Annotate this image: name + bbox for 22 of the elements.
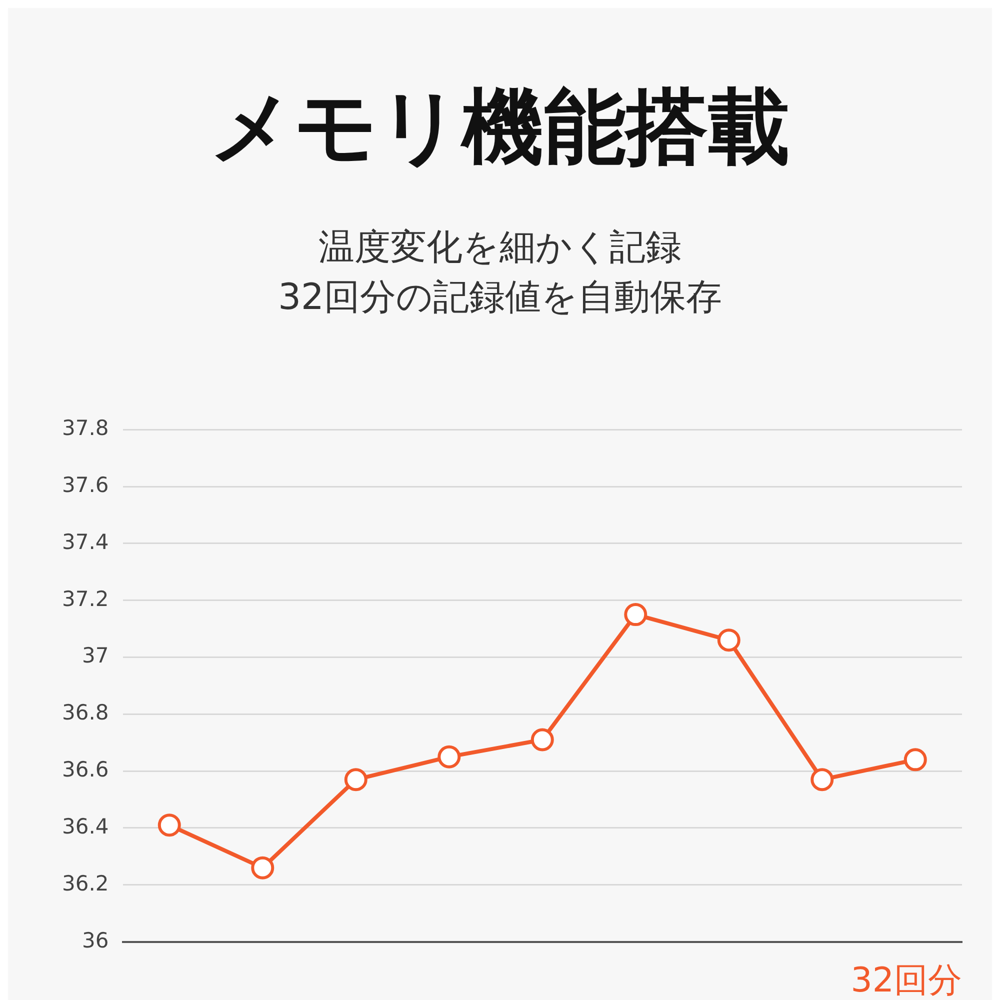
y-tick-label: 37 (82, 644, 109, 668)
chart-title: メモリ機能搭載 (209, 79, 791, 177)
point (717, 628, 740, 652)
x-axis-title: 32回分 (850, 960, 962, 1000)
point (530, 728, 554, 752)
y-tick-label: 37.8 (62, 416, 109, 440)
y-tick-label: 37.2 (62, 586, 109, 611)
y-tick-label: 37.4 (62, 530, 109, 554)
y-tick-label: 36.6 (62, 758, 109, 782)
point (810, 768, 834, 792)
y-tick-label: 36.2 (62, 871, 109, 896)
y-tick-label: 36.8 (62, 700, 109, 725)
point (904, 748, 927, 772)
point (624, 603, 648, 626)
y-tick-label: 37.6 (62, 472, 109, 497)
y-tick-label: 36.4 (62, 814, 109, 838)
point (251, 856, 274, 880)
y-tick-label: 36 (82, 928, 109, 952)
point (158, 814, 181, 837)
chart-subtitle: 温度変化を細かく記録 32回分の記録値を自動保存 (277, 226, 723, 320)
point (438, 745, 461, 768)
point (344, 768, 368, 792)
